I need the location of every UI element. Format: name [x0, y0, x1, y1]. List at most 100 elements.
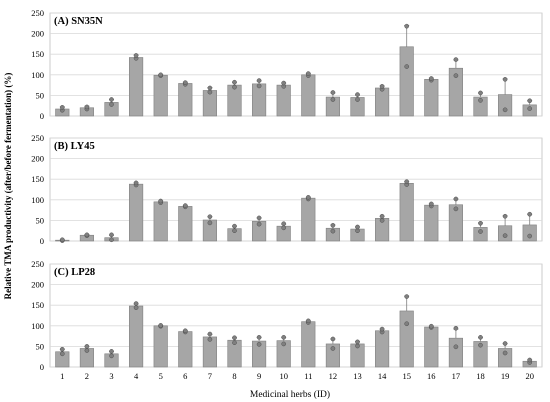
data-point	[232, 228, 237, 233]
data-point	[502, 341, 508, 346]
data-point	[281, 341, 287, 347]
bar	[178, 83, 193, 117]
data-point	[232, 335, 237, 341]
data-point	[502, 350, 508, 356]
x-tick-label: 13	[353, 371, 362, 381]
data-point	[256, 342, 262, 347]
panel-frame	[49, 263, 543, 368]
data-point	[133, 53, 139, 58]
data-point	[428, 323, 434, 329]
bar	[129, 305, 144, 368]
y-tick-label: 150	[31, 49, 44, 59]
bar	[375, 87, 390, 117]
bar	[399, 310, 414, 368]
data-point	[502, 233, 508, 238]
x-tick-label: 3	[109, 371, 113, 381]
data-point	[305, 195, 311, 200]
data-point	[109, 97, 114, 102]
data-point	[527, 357, 533, 363]
data-point	[256, 83, 262, 89]
data-point	[453, 73, 459, 78]
data-point	[330, 223, 336, 228]
data-point	[207, 220, 213, 226]
bar	[399, 183, 414, 242]
data-point	[60, 346, 65, 352]
data-point	[232, 79, 237, 85]
data-point	[84, 232, 90, 238]
data-point	[404, 23, 410, 29]
data-point	[84, 348, 90, 353]
panel-frame	[49, 137, 543, 242]
data-point	[207, 331, 213, 337]
data-point	[478, 90, 483, 96]
x-tick-label: 15	[402, 371, 411, 381]
x-tick-label: 10	[279, 371, 288, 381]
bar	[178, 331, 193, 368]
y-tick-label: 150	[31, 300, 44, 310]
x-tick-label: 6	[183, 371, 187, 381]
y-tick-label: 0	[40, 236, 44, 246]
x-tick-label: 1	[60, 371, 64, 381]
x-tick-label: 4	[134, 371, 139, 381]
y-tick-label: 100	[31, 70, 44, 80]
data-point	[60, 105, 65, 110]
data-point	[355, 92, 360, 97]
x-tick-label: 20	[525, 371, 534, 381]
x-tick-label: 9	[257, 371, 261, 381]
data-point	[330, 90, 336, 95]
x-tick-label: 17	[452, 371, 461, 381]
bar	[375, 330, 390, 368]
data-point	[305, 71, 311, 76]
y-tick-label: 250	[31, 133, 44, 143]
y-tick-label: 50	[36, 341, 45, 351]
data-point	[478, 342, 483, 348]
panel-frame	[49, 12, 543, 117]
y-tick-label: 200	[31, 280, 44, 290]
data-point	[428, 76, 434, 81]
data-point	[84, 344, 90, 349]
data-point	[256, 215, 262, 221]
panel-1: 0 50 100 150 200 250 (A) SN35N	[31, 8, 543, 121]
x-tick-label: 16	[427, 371, 436, 381]
data-point	[404, 179, 410, 184]
panel-3: 0 50 100 150 200 250 (C) LP28	[31, 259, 543, 372]
data-point	[453, 196, 459, 202]
bar	[178, 206, 193, 242]
bar	[448, 337, 463, 368]
data-point	[379, 84, 385, 89]
data-point	[158, 72, 163, 78]
bar	[276, 84, 291, 117]
data-point	[404, 321, 410, 327]
data-point	[330, 346, 336, 351]
data-point	[527, 211, 533, 217]
bar	[153, 201, 168, 242]
data-point	[207, 85, 213, 91]
x-tick-label: 2	[85, 371, 89, 381]
x-tick-label: 12	[329, 371, 338, 381]
x-tick-label: 8	[232, 371, 236, 381]
data-point	[60, 351, 65, 357]
data-point	[109, 353, 114, 359]
data-point	[281, 221, 287, 226]
y-tick-label: 200	[31, 29, 44, 39]
data-point	[232, 84, 237, 90]
y-tick-label: 250	[31, 259, 44, 269]
y-tick-label: 250	[31, 8, 44, 18]
y-tick-label: 100	[31, 195, 44, 205]
data-point	[256, 221, 262, 227]
data-point	[182, 80, 188, 85]
bar	[153, 74, 168, 117]
bar	[424, 326, 439, 368]
data-point	[453, 344, 459, 350]
data-point	[502, 213, 508, 219]
data-point	[379, 213, 385, 219]
bar	[129, 183, 144, 242]
data-point	[84, 104, 90, 110]
data-point	[330, 97, 336, 102]
data-point	[355, 224, 360, 230]
data-point	[330, 228, 336, 234]
data-point	[379, 218, 385, 223]
data-point	[232, 223, 237, 229]
data-point	[109, 349, 114, 354]
